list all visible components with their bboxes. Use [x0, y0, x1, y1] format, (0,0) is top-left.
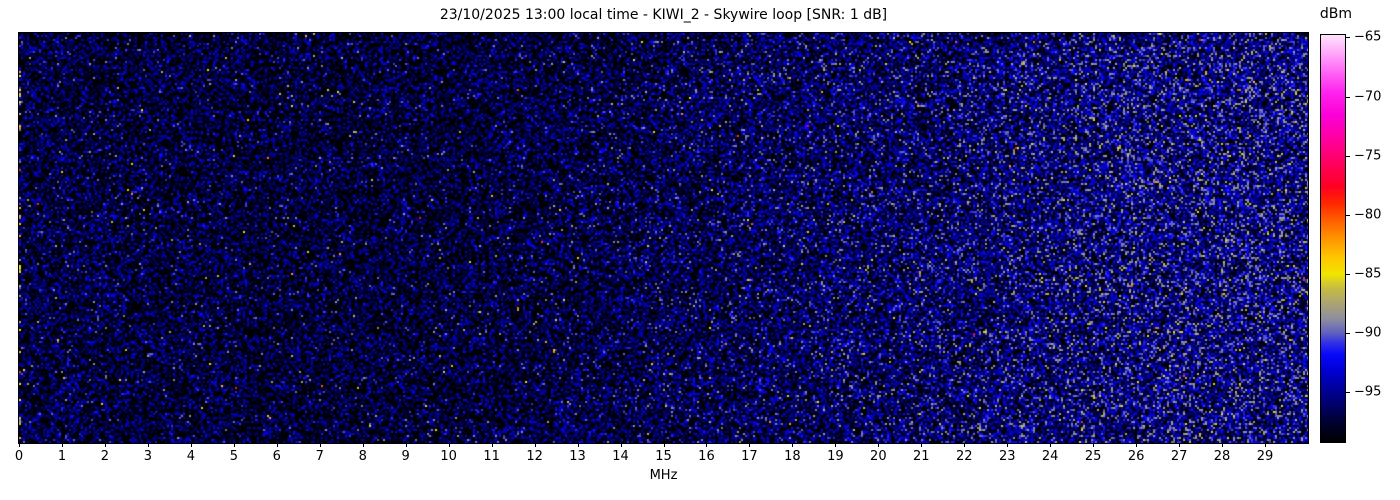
x-tick-mark [1093, 443, 1095, 447]
colorbar-tick-label: −90 [1354, 325, 1382, 341]
x-tick-mark [491, 443, 493, 447]
x-tick-mark [921, 443, 923, 447]
x-tick-mark [835, 443, 837, 447]
x-tick-label: 5 [229, 449, 238, 464]
x-tick-label: 28 [1213, 449, 1231, 464]
colorbar-tick-mark [1346, 333, 1350, 335]
x-tick-label: 13 [569, 449, 586, 464]
colorbar-unit-label: dBm [1319, 6, 1353, 22]
x-tick-label: 3 [143, 449, 153, 464]
x-tick-label: 7 [315, 449, 324, 464]
x-tick-label: 26 [1127, 449, 1145, 464]
x-tick-mark [448, 443, 450, 447]
colorbar-tick-label: −80 [1354, 207, 1382, 223]
x-tick-mark [1222, 443, 1224, 447]
x-tick-label: 1 [57, 449, 67, 464]
x-tick-mark [61, 443, 63, 447]
x-tick-mark [577, 443, 579, 447]
colorbar [1320, 34, 1346, 443]
x-tick-mark [663, 443, 665, 447]
x-tick-label: 22 [955, 449, 973, 464]
x-tick-label: 16 [698, 449, 715, 464]
colorbar-tick-mark [1346, 155, 1350, 157]
x-tick-label: 6 [272, 449, 281, 464]
x-tick-mark [706, 443, 708, 447]
chart-title: 23/10/2025 13:00 local time - KIWI_2 - S… [439, 7, 888, 23]
x-tick-mark [405, 443, 407, 447]
x-tick-label: 14 [612, 449, 629, 464]
x-tick-mark [1136, 443, 1138, 447]
x-tick-label: 20 [870, 449, 887, 464]
x-tick-label: 12 [526, 449, 543, 464]
colorbar-gradient [1321, 35, 1345, 442]
x-tick-mark [362, 443, 364, 447]
colorbar-tick-mark [1346, 392, 1350, 394]
colorbar-tick-mark [1346, 37, 1350, 39]
colorbar-tick-mark [1346, 274, 1350, 275]
x-tick-label: 10 [440, 449, 457, 464]
x-tick-label: 19 [827, 449, 844, 464]
colorbar-tick-label: −65 [1354, 29, 1382, 45]
x-tick-mark [1265, 443, 1267, 447]
x-tick-label: 24 [1041, 449, 1059, 464]
x-tick-label: 11 [483, 449, 500, 464]
colorbar-tick-label: −95 [1354, 384, 1382, 400]
x-tick-label: 4 [186, 449, 195, 464]
x-axis-label: MHz [649, 468, 678, 483]
x-tick-mark [319, 443, 321, 447]
x-tick-label: 0 [14, 449, 24, 464]
x-tick-mark [19, 443, 20, 447]
x-tick-mark [276, 443, 278, 447]
colorbar-tick-label: −75 [1354, 148, 1382, 164]
x-tick-label: 27 [1170, 449, 1188, 464]
x-tick-mark [1007, 443, 1009, 447]
x-tick-mark [878, 443, 880, 447]
spectrogram-canvas [19, 33, 1308, 443]
x-tick-label: 25 [1084, 449, 1102, 464]
x-tick-mark [233, 443, 235, 447]
x-tick-mark [147, 443, 149, 447]
colorbar-tick-label: −85 [1354, 266, 1382, 282]
x-tick-mark [792, 443, 794, 447]
spectrogram-plot [18, 32, 1309, 444]
x-tick-label: 23 [998, 449, 1016, 464]
x-tick-label: 21 [913, 449, 930, 464]
x-tick-mark [534, 443, 536, 447]
colorbar-tick-mark [1346, 214, 1350, 216]
colorbar-tick-label: −70 [1354, 89, 1382, 104]
x-tick-mark [964, 443, 966, 447]
x-tick-label: 9 [401, 449, 410, 464]
x-tick-mark [190, 443, 192, 447]
x-tick-label: 15 [655, 449, 672, 464]
x-tick-label: 2 [100, 449, 110, 464]
x-tick-mark [620, 443, 622, 447]
x-tick-label: 17 [741, 449, 758, 464]
x-tick-mark [1179, 443, 1181, 447]
x-tick-label: 8 [358, 449, 367, 464]
x-tick-mark [749, 443, 751, 447]
x-tick-mark [1050, 443, 1052, 447]
x-tick-label: 18 [784, 449, 801, 464]
x-tick-label: 29 [1256, 449, 1274, 464]
colorbar-tick-mark [1346, 96, 1350, 98]
x-tick-mark [104, 443, 106, 447]
